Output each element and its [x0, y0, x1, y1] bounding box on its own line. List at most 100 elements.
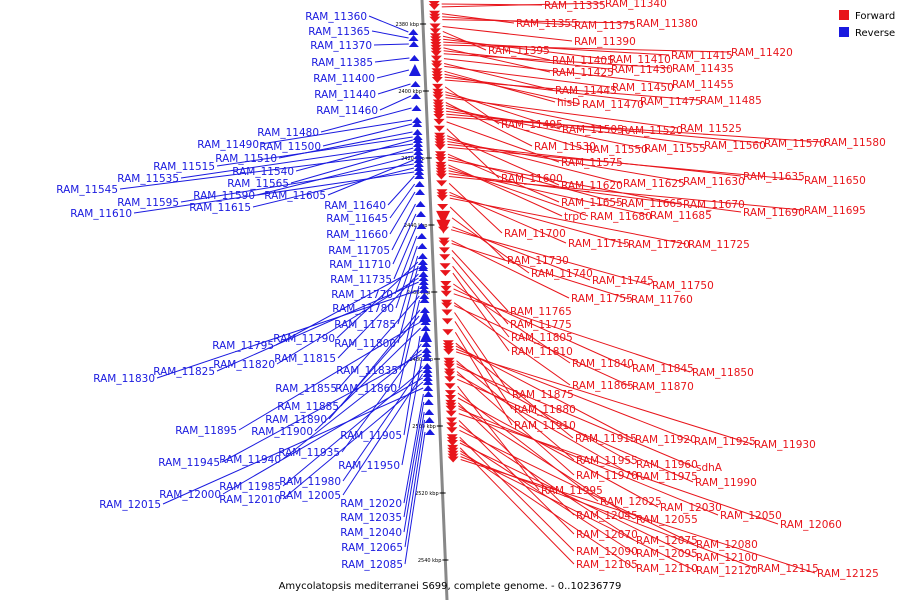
reverse-gene-glyph[interactable]	[419, 297, 430, 303]
forward-gene-label[interactable]: RAM_11715	[568, 238, 630, 250]
reverse-gene-label[interactable]: RAM_11835	[336, 365, 398, 377]
forward-gene-label[interactable]: RAM_11450	[612, 82, 674, 94]
forward-gene-label[interactable]: RAM_11410	[609, 54, 671, 66]
forward-gene-glyph[interactable]	[439, 270, 451, 277]
reverse-gene-glyph[interactable]	[408, 35, 419, 41]
forward-gene-label[interactable]: RAM_11960	[636, 459, 698, 471]
forward-gene-glyph[interactable]	[441, 318, 453, 325]
reverse-gene-label[interactable]: RAM_11360	[305, 11, 367, 23]
forward-gene-label[interactable]: RAM_11670	[683, 199, 745, 211]
reverse-gene-label[interactable]: RAM_11640	[324, 200, 386, 212]
forward-gene-label[interactable]: RAM_12055	[636, 514, 698, 526]
forward-gene-label[interactable]: RAM_11805	[511, 332, 573, 344]
forward-gene-label[interactable]: RAM_11840	[572, 358, 634, 370]
forward-gene-label[interactable]: RAM_11865	[572, 380, 634, 392]
forward-gene-label[interactable]: RAM_11875	[512, 389, 574, 401]
reverse-gene-glyph[interactable]	[417, 243, 428, 249]
forward-gene-label[interactable]: RAM_11630	[683, 176, 745, 188]
reverse-gene-label[interactable]: RAM_11615	[189, 202, 251, 214]
reverse-gene-label[interactable]: RAM_12065	[341, 542, 403, 554]
forward-gene-label[interactable]: RAM_12095	[636, 548, 698, 560]
reverse-gene-glyph[interactable]	[411, 93, 421, 99]
forward-gene-label[interactable]: RAM_11435	[672, 63, 734, 75]
reverse-gene-glyph[interactable]	[421, 355, 432, 361]
forward-gene-label[interactable]: RAM_11505	[562, 124, 624, 136]
forward-gene-label[interactable]: RAM_11870	[632, 381, 694, 393]
reverse-gene-glyph[interactable]	[413, 153, 424, 159]
reverse-gene-glyph[interactable]	[415, 211, 426, 217]
reverse-gene-glyph[interactable]	[422, 379, 433, 385]
forward-gene-label[interactable]: RAM_12075	[636, 535, 698, 547]
forward-gene-glyph[interactable]	[443, 348, 455, 355]
reverse-gene-label[interactable]: RAM_11500	[259, 141, 321, 153]
reverse-gene-glyph[interactable]	[410, 81, 421, 87]
reverse-gene-label[interactable]: RAM_11795	[212, 340, 274, 352]
forward-gene-glyph[interactable]	[444, 383, 456, 390]
forward-gene-glyph[interactable]	[431, 63, 443, 70]
forward-gene-label[interactable]: RAM_11550	[586, 144, 648, 156]
forward-gene-label[interactable]: RAM_11810	[511, 346, 573, 358]
forward-gene-glyph[interactable]	[446, 440, 458, 446]
forward-gene-label[interactable]: RAM_11405	[552, 55, 614, 67]
reverse-gene-glyph[interactable]	[420, 330, 432, 342]
forward-gene-glyph[interactable]	[442, 329, 454, 336]
forward-gene-glyph[interactable]	[432, 94, 444, 101]
reverse-gene-label[interactable]: RAM_12085	[341, 559, 403, 571]
reverse-gene-glyph[interactable]	[413, 149, 424, 155]
forward-gene-glyph[interactable]	[429, 23, 441, 30]
reverse-gene-glyph[interactable]	[414, 181, 425, 187]
reverse-gene-label[interactable]: RAM_11815	[274, 353, 336, 365]
forward-gene-glyph[interactable]	[433, 125, 445, 132]
reverse-gene-glyph[interactable]	[423, 399, 434, 405]
forward-gene-label[interactable]: trpC	[564, 211, 586, 223]
reverse-gene-label[interactable]: RAM_11590	[193, 190, 255, 202]
forward-gene-label[interactable]: RAM_11760	[631, 294, 693, 306]
forward-gene-label[interactable]: RAM_11485	[700, 95, 762, 107]
forward-gene-glyph[interactable]	[439, 254, 451, 261]
forward-gene-label[interactable]: RAM_11880	[514, 404, 576, 416]
forward-gene-glyph[interactable]	[430, 50, 442, 57]
reverse-gene-label[interactable]: RAM_12035	[340, 512, 402, 524]
reverse-gene-label[interactable]: RAM_12005	[279, 490, 341, 502]
reverse-gene-glyph[interactable]	[421, 341, 432, 347]
reverse-gene-label[interactable]: RAM_11440	[314, 89, 376, 101]
reverse-gene-label[interactable]: RAM_11540	[232, 166, 294, 178]
reverse-gene-glyph[interactable]	[417, 259, 428, 265]
reverse-gene-label[interactable]: RAM_11490	[197, 139, 259, 151]
reverse-gene-glyph[interactable]	[414, 165, 424, 171]
reverse-gene-glyph[interactable]	[422, 371, 433, 377]
forward-gene-label[interactable]: RAM_11420	[731, 47, 793, 59]
reverse-gene-label[interactable]: RAM_12020	[340, 498, 402, 510]
forward-gene-label[interactable]: RAM_11430	[611, 64, 673, 76]
reverse-gene-glyph[interactable]	[424, 409, 435, 415]
reverse-gene-label[interactable]: RAM_11365	[308, 26, 370, 38]
reverse-gene-glyph[interactable]	[422, 375, 433, 381]
reverse-gene-label[interactable]: RAM_11460	[316, 105, 378, 117]
reverse-gene-glyph[interactable]	[413, 161, 424, 167]
forward-gene-label[interactable]: RAM_11650	[804, 175, 866, 187]
forward-gene-glyph[interactable]	[444, 371, 456, 378]
forward-gene-label[interactable]: RAM_12045	[576, 510, 638, 522]
forward-gene-glyph[interactable]	[439, 263, 451, 270]
forward-gene-label[interactable]: RAM_11520	[621, 125, 683, 137]
forward-gene-label[interactable]: RAM_12090	[576, 546, 638, 558]
reverse-gene-glyph[interactable]	[411, 105, 422, 111]
forward-gene-label[interactable]: RAM_11750	[652, 280, 714, 292]
forward-gene-label[interactable]: RAM_12110	[636, 563, 698, 575]
forward-gene-label[interactable]: RAM_11495	[501, 119, 563, 131]
reverse-gene-glyph[interactable]	[412, 129, 423, 135]
forward-gene-glyph[interactable]	[438, 226, 450, 233]
reverse-gene-label[interactable]: RAM_11825	[153, 366, 215, 378]
reverse-gene-label[interactable]: RAM_11605	[264, 190, 326, 202]
reverse-gene-glyph[interactable]	[413, 145, 424, 151]
forward-gene-glyph[interactable]	[446, 427, 458, 434]
forward-gene-glyph[interactable]	[444, 390, 456, 397]
forward-gene-glyph[interactable]	[441, 309, 453, 316]
reverse-gene-glyph[interactable]	[424, 417, 435, 423]
forward-gene-label[interactable]: RAM_11560	[704, 140, 766, 152]
forward-gene-label[interactable]: RAM_11580	[824, 137, 886, 149]
forward-gene-label[interactable]: RAM_11765	[510, 306, 572, 318]
reverse-gene-label[interactable]: RAM_11660	[326, 229, 388, 241]
reverse-gene-glyph[interactable]	[419, 310, 432, 322]
reverse-gene-glyph[interactable]	[422, 363, 433, 369]
